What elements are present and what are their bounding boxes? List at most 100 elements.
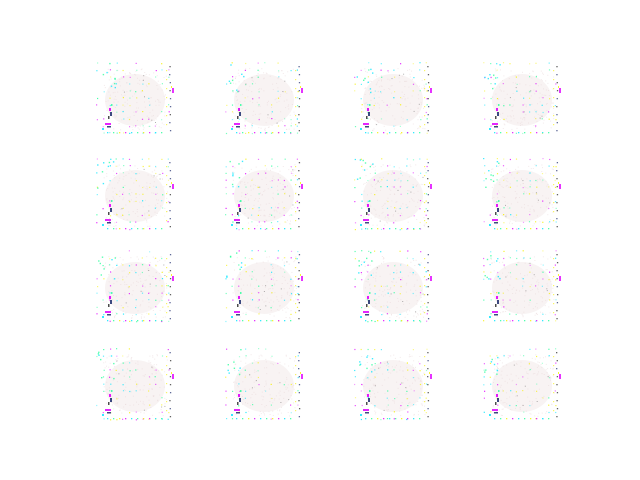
noise-pixel: [112, 161, 115, 163]
noise-pixel: [400, 415, 402, 417]
noise-pixel: [135, 264, 137, 266]
noise-pixel: [105, 402, 107, 404]
noise-pixel: [261, 404, 263, 405]
noise-pixel: [161, 355, 164, 357]
noise-pixel: [130, 284, 132, 286]
noise-pixel: [263, 396, 265, 398]
noise-pixel: [161, 69, 163, 71]
noise-pixel: [242, 418, 244, 420]
noise-pixel: [251, 292, 253, 294]
noise-pixel: [230, 64, 232, 66]
noise-pixel: [143, 186, 145, 188]
noise-pixel: [136, 384, 138, 386]
noise-pixel: [371, 418, 373, 420]
noise-pixel: [542, 313, 544, 315]
noise-pixel: [169, 162, 171, 164]
noise-pixel: [536, 303, 538, 304]
noise-pixel: [541, 397, 543, 398]
noise-pixel: [418, 361, 419, 363]
noise-pixel: [366, 362, 368, 363]
center-haze: [105, 262, 165, 314]
noise-pixel: [378, 296, 380, 298]
noise-pixel: [546, 109, 548, 111]
noise-pixel: [386, 365, 388, 367]
noise-pixel: [130, 199, 132, 201]
noise-pixel: [105, 101, 107, 102]
noise-pixel: [284, 271, 286, 273]
noise-pixel: [261, 299, 263, 301]
noise-pixel: [131, 374, 132, 376]
noise-pixel: [283, 288, 285, 290]
noise-pixel: [422, 201, 424, 202]
noise-pixel: [116, 172, 118, 175]
noise-pixel: [522, 281, 524, 283]
noise-pixel: [492, 123, 498, 125]
noise-pixel: [131, 270, 133, 271]
noise-pixel: [109, 292, 111, 294]
noise-pixel: [249, 100, 251, 102]
noise-pixel: [114, 177, 116, 179]
noise-pixel: [387, 214, 389, 216]
noise-pixel: [233, 381, 234, 383]
noise-pixel: [253, 199, 255, 201]
noise-pixel: [362, 384, 363, 386]
noise-pixel: [152, 367, 154, 369]
noise-pixel: [383, 125, 385, 127]
noise-pixel: [232, 292, 234, 294]
noise-pixel: [494, 314, 498, 316]
noise-pixel: [507, 181, 509, 183]
noise-pixel: [164, 310, 166, 312]
noise-pixel: [260, 320, 262, 322]
noise-pixel: [146, 189, 148, 191]
noise-pixel: [530, 267, 532, 269]
noise-pixel: [495, 116, 497, 119]
noise-pixel: [108, 281, 110, 283]
noise-pixel: [533, 209, 535, 211]
noise-pixel: [491, 315, 493, 317]
noise-pixel: [490, 83, 492, 85]
noise-pixel: [539, 357, 541, 359]
noise-pixel: [259, 88, 261, 90]
noise-pixel: [394, 118, 396, 120]
noise-pixel: [148, 83, 150, 85]
noise-pixel: [242, 390, 244, 392]
noise-pixel: [527, 396, 529, 398]
noise-pixel: [391, 78, 393, 80]
noise-pixel: [258, 292, 260, 294]
noise-pixel: [237, 402, 239, 405]
noise-pixel: [235, 92, 237, 94]
noise-pixel: [529, 214, 531, 216]
noise-pixel: [512, 105, 514, 107]
noise-pixel: [169, 408, 171, 410]
noise-pixel: [394, 366, 396, 368]
noise-pixel: [364, 287, 366, 289]
sample-image: [483, 250, 561, 322]
noise-pixel: [512, 293, 514, 294]
noise-pixel: [295, 106, 297, 108]
noise-pixel: [526, 192, 527, 194]
noise-pixel: [536, 215, 538, 217]
noise-pixel: [393, 292, 395, 294]
noise-pixel: [510, 276, 512, 278]
noise-pixel: [155, 257, 157, 259]
noise-pixel: [232, 398, 234, 400]
noise-pixel: [275, 209, 277, 211]
noise-pixel: [169, 352, 171, 354]
noise-pixel: [530, 290, 532, 291]
noise-pixel: [410, 388, 412, 390]
noise-pixel: [252, 188, 254, 190]
noise-pixel: [393, 354, 395, 356]
noise-pixel: [155, 265, 157, 267]
noise-pixel: [116, 193, 118, 196]
noise-pixel: [542, 200, 544, 202]
noise-pixel: [157, 261, 159, 263]
noise-pixel: [556, 114, 558, 116]
noise-pixel: [272, 132, 274, 134]
noise-pixel: [154, 204, 156, 206]
noise-pixel: [169, 318, 171, 320]
sample-image: [96, 158, 174, 231]
noise-pixel: [110, 271, 112, 273]
noise-pixel: [148, 313, 150, 315]
noise-pixel: [510, 373, 512, 375]
noise-pixel: [373, 94, 375, 96]
